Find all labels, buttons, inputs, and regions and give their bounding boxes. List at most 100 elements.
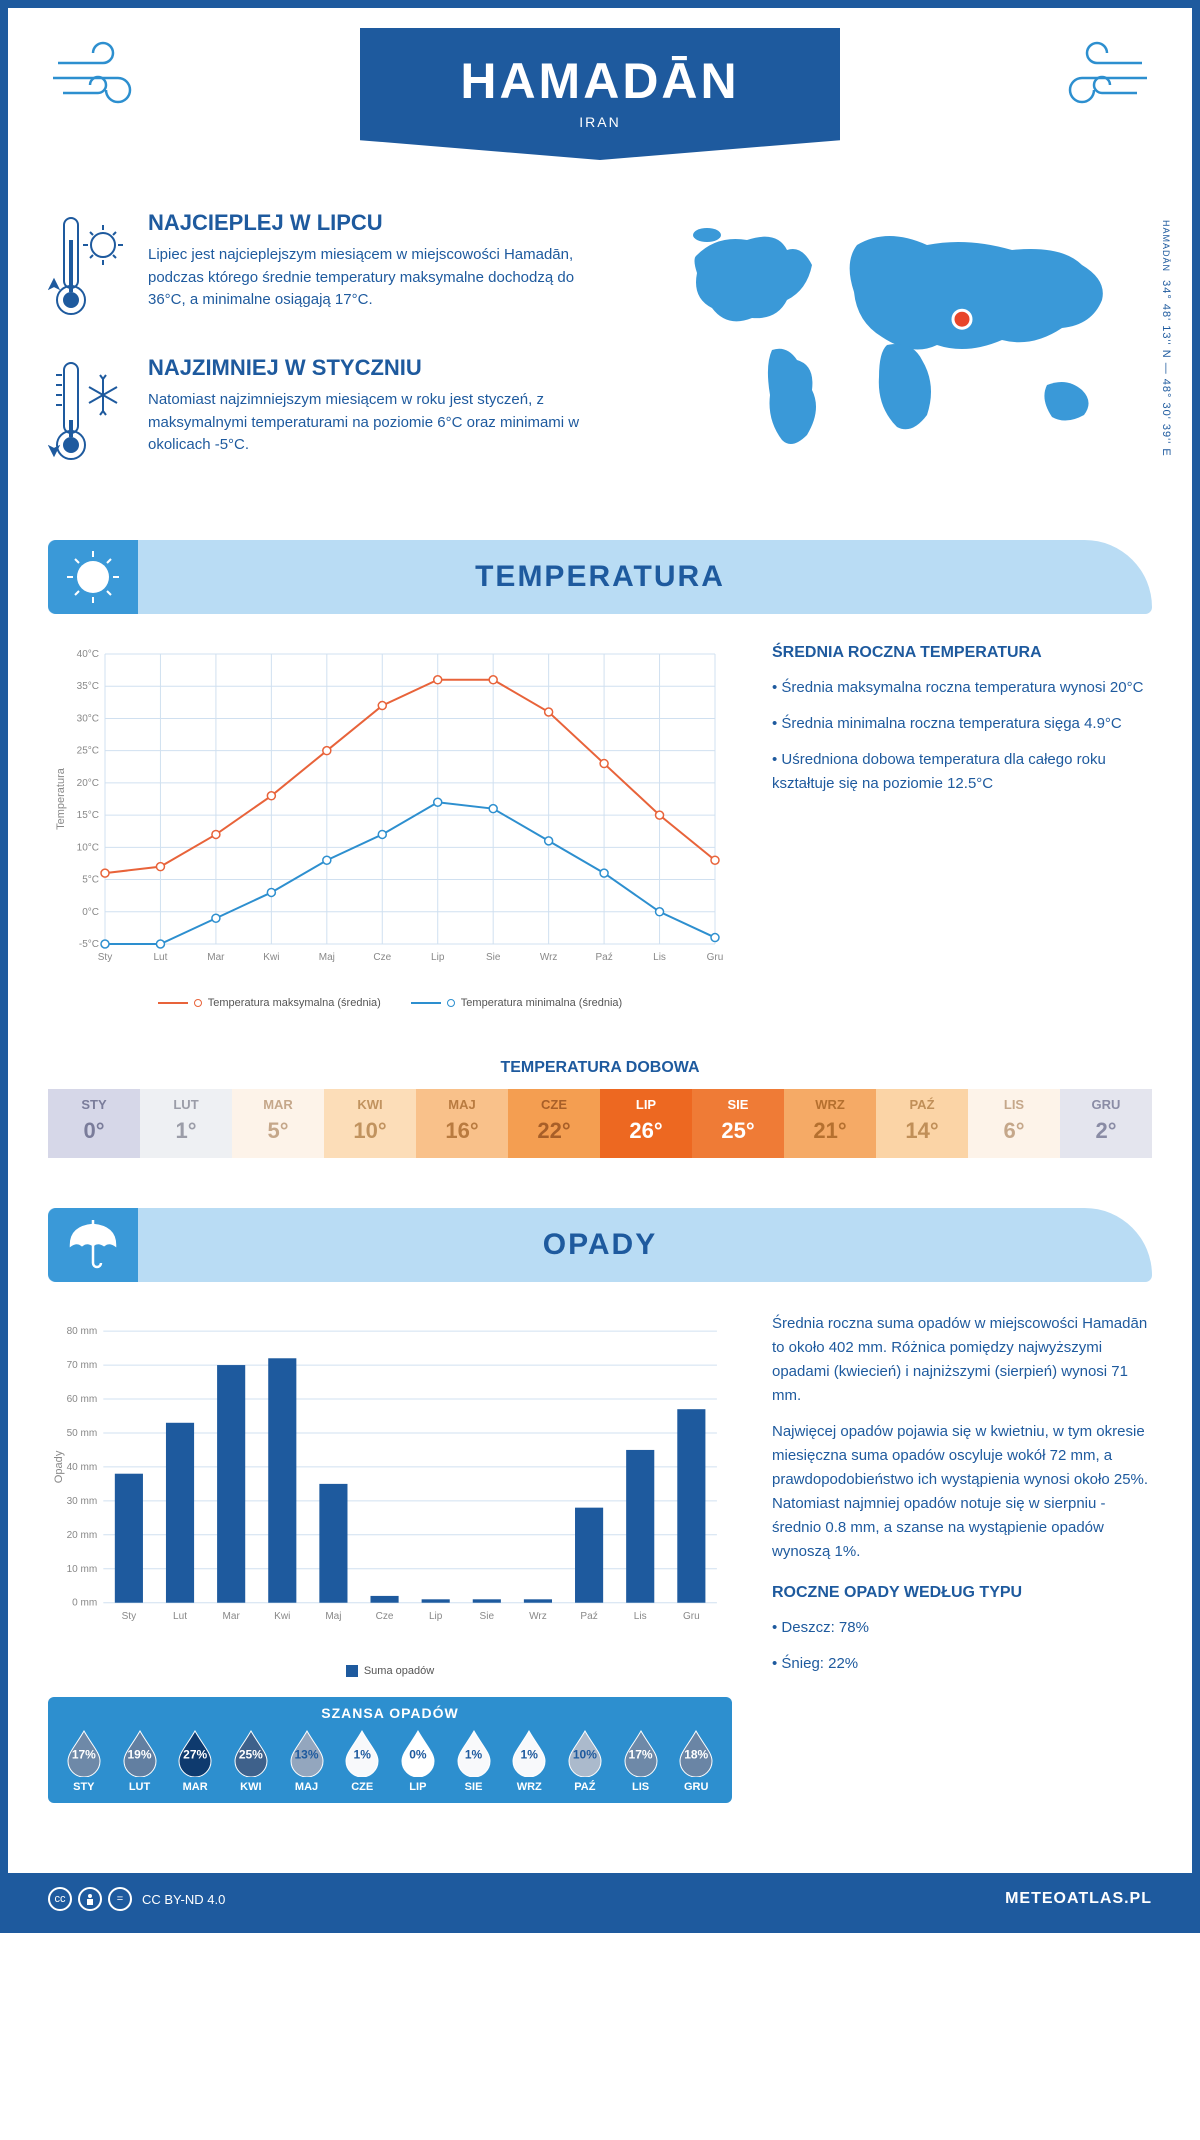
- coldest-block: NAJZIMNIEJ W STYCZNIU Natomiast najzimni…: [48, 355, 612, 470]
- warmest-block: NAJCIEPLEJ W LIPCU Lipiec jest najcieple…: [48, 210, 612, 325]
- svg-text:5°C: 5°C: [82, 875, 99, 886]
- svg-text:0 mm: 0 mm: [72, 1598, 97, 1609]
- daily-temp-cell: LIP26°: [600, 1089, 692, 1158]
- svg-text:Cze: Cze: [376, 1611, 394, 1622]
- chance-cell: 10% PAŹ: [557, 1729, 613, 1793]
- raindrop-icon: 17%: [64, 1729, 104, 1777]
- svg-text:Sty: Sty: [122, 1611, 137, 1622]
- svg-text:Lis: Lis: [634, 1611, 647, 1622]
- daily-temp-cell: WRZ21°: [784, 1089, 876, 1158]
- temp-bullet: • Średnia minimalna roczna temperatura s…: [772, 712, 1152, 736]
- svg-text:Maj: Maj: [319, 952, 335, 963]
- precip-title: OPADY: [48, 1228, 1152, 1262]
- thermometer-cold-icon: [48, 355, 128, 470]
- svg-text:15°C: 15°C: [77, 810, 99, 821]
- svg-text:Gru: Gru: [707, 952, 724, 963]
- temp-bullet: • Średnia maksymalna roczna temperatura …: [772, 676, 1152, 700]
- temp-bullet: • Uśredniona dobowa temperatura dla całe…: [772, 748, 1152, 796]
- svg-text:10 mm: 10 mm: [67, 1564, 98, 1575]
- svg-text:60 mm: 60 mm: [67, 1394, 98, 1405]
- svg-text:Lis: Lis: [653, 952, 666, 963]
- svg-text:30 mm: 30 mm: [67, 1496, 98, 1507]
- svg-text:20°C: 20°C: [77, 778, 99, 789]
- header: HAMADĀN IRAN: [8, 8, 1192, 190]
- temperature-chart-row: -5°C 0°C 5°C 10°C 15°C 20°C 25°C 30°C 35°C 40°C St…: [8, 614, 1192, 1039]
- info-section: NAJCIEPLEJ W LIPCU Lipiec jest najcieple…: [8, 190, 1192, 530]
- precip-para2: Najwięcej opadów pojawia się w kwietniu,…: [772, 1420, 1152, 1564]
- svg-text:Maj: Maj: [325, 1611, 341, 1622]
- page: HAMADĀN IRAN NAJCIEPLEJ W LIPCU Lipiec j…: [0, 0, 1200, 1933]
- svg-text:Cze: Cze: [373, 952, 391, 963]
- svg-text:Gru: Gru: [683, 1611, 700, 1622]
- temperature-title: TEMPERATURA: [48, 560, 1152, 594]
- chance-title: SZANSA OPADÓW: [48, 1705, 732, 1721]
- umbrella-icon: [48, 1208, 138, 1282]
- svg-text:Paź: Paź: [580, 1611, 597, 1622]
- svg-text:Wrz: Wrz: [540, 952, 558, 963]
- chance-cell: 27% MAR: [167, 1729, 223, 1793]
- chance-cell: 18% GRU: [668, 1729, 724, 1793]
- daily-temp-cell: CZE22°: [508, 1089, 600, 1158]
- svg-text:Mar: Mar: [207, 952, 225, 963]
- raindrop-icon: 19%: [120, 1729, 160, 1777]
- chance-cell: 1% CZE: [334, 1729, 390, 1793]
- svg-text:Sie: Sie: [486, 952, 501, 963]
- svg-text:Mar: Mar: [222, 1611, 240, 1622]
- svg-text:30°C: 30°C: [77, 713, 99, 724]
- precip-chance-block: SZANSA OPADÓW 17% STY 19% LUT 27% MAR 25…: [48, 1697, 732, 1803]
- coordinates: HAMADĀN 34° 48' 13'' N — 48° 30' 39'' E: [1160, 220, 1172, 457]
- raindrop-icon: 0%: [398, 1729, 438, 1777]
- svg-text:Kwi: Kwi: [274, 1611, 290, 1622]
- svg-text:Lip: Lip: [431, 952, 445, 963]
- daily-temp-cell: KWI10°: [324, 1089, 416, 1158]
- footer: cc = CC BY-ND 4.0 METEOATLAS.PL: [8, 1873, 1192, 1925]
- chance-cell: 19% LUT: [112, 1729, 168, 1793]
- raindrop-icon: 10%: [565, 1729, 605, 1777]
- nd-icon: =: [108, 1887, 132, 1911]
- world-map: HAMADĀN 34° 48' 13'' N — 48° 30' 39'' E: [652, 210, 1152, 500]
- precip-type-title: ROCZNE OPADY WEDŁUG TYPU: [772, 1584, 1152, 1602]
- svg-text:0°C: 0°C: [82, 907, 99, 918]
- temp-side-title: ŚREDNIA ROCZNA TEMPERATURA: [772, 644, 1152, 662]
- svg-text:Sty: Sty: [98, 952, 112, 963]
- chance-cell: 1% SIE: [446, 1729, 502, 1793]
- precip-section-header: OPADY: [48, 1208, 1152, 1282]
- svg-text:Wrz: Wrz: [529, 1611, 547, 1622]
- raindrop-icon: 1%: [509, 1729, 549, 1777]
- svg-text:40°C: 40°C: [77, 649, 99, 660]
- svg-text:50 mm: 50 mm: [67, 1428, 98, 1439]
- precip-legend: Suma opadów: [48, 1665, 732, 1677]
- warmest-title: NAJCIEPLEJ W LIPCU: [148, 210, 612, 236]
- precip-chart-row: 0 mm10 mm20 mm30 mm40 mm50 mm60 mm70 mm8…: [8, 1282, 1192, 1833]
- footer-license: cc = CC BY-ND 4.0: [48, 1887, 225, 1911]
- city-title: HAMADĀN: [380, 52, 820, 110]
- warmest-text: Lipiec jest najcieplejszym miesiącem w m…: [148, 244, 612, 312]
- raindrop-icon: 1%: [342, 1729, 382, 1777]
- daily-temp-table: STY0°LUT1°MAR5°KWI10°MAJ16°CZE22°LIP26°S…: [48, 1089, 1152, 1158]
- svg-text:25°C: 25°C: [77, 746, 99, 757]
- wind-icon: [1042, 38, 1152, 123]
- temperature-legend: Temperatura maksymalna (średnia) Temperat…: [48, 997, 732, 1009]
- svg-text:-5°C: -5°C: [79, 939, 99, 950]
- wind-icon: [48, 38, 158, 123]
- svg-text:Paź: Paź: [595, 952, 612, 963]
- raindrop-icon: 27%: [175, 1729, 215, 1777]
- precip-side: Średnia roczna suma opadów w miejscowośc…: [772, 1312, 1152, 1803]
- chance-cell: 17% LIS: [613, 1729, 669, 1793]
- legend-item: Temperatura maksymalna (średnia): [158, 997, 381, 1009]
- svg-text:Opady: Opady: [53, 1450, 65, 1483]
- raindrop-icon: 1%: [454, 1729, 494, 1777]
- daily-temp-cell: PAŹ14°: [876, 1089, 968, 1158]
- svg-text:10°C: 10°C: [77, 842, 99, 853]
- legend-item: Temperatura minimalna (średnia): [411, 997, 622, 1009]
- sun-icon: [48, 540, 138, 614]
- country-label: IRAN: [380, 114, 820, 130]
- precip-para1: Średnia roczna suma opadów w miejscowośc…: [772, 1312, 1152, 1408]
- chance-cell: 13% MAJ: [279, 1729, 335, 1793]
- daily-temp-cell: LUT1°: [140, 1089, 232, 1158]
- precip-type-bullet: • Śnieg: 22%: [772, 1652, 1152, 1676]
- temperature-side: ŚREDNIA ROCZNA TEMPERATURA • Średnia mak…: [772, 644, 1152, 1009]
- svg-text:Lut: Lut: [173, 1611, 187, 1622]
- chance-cell: 17% STY: [56, 1729, 112, 1793]
- svg-text:35°C: 35°C: [77, 681, 99, 692]
